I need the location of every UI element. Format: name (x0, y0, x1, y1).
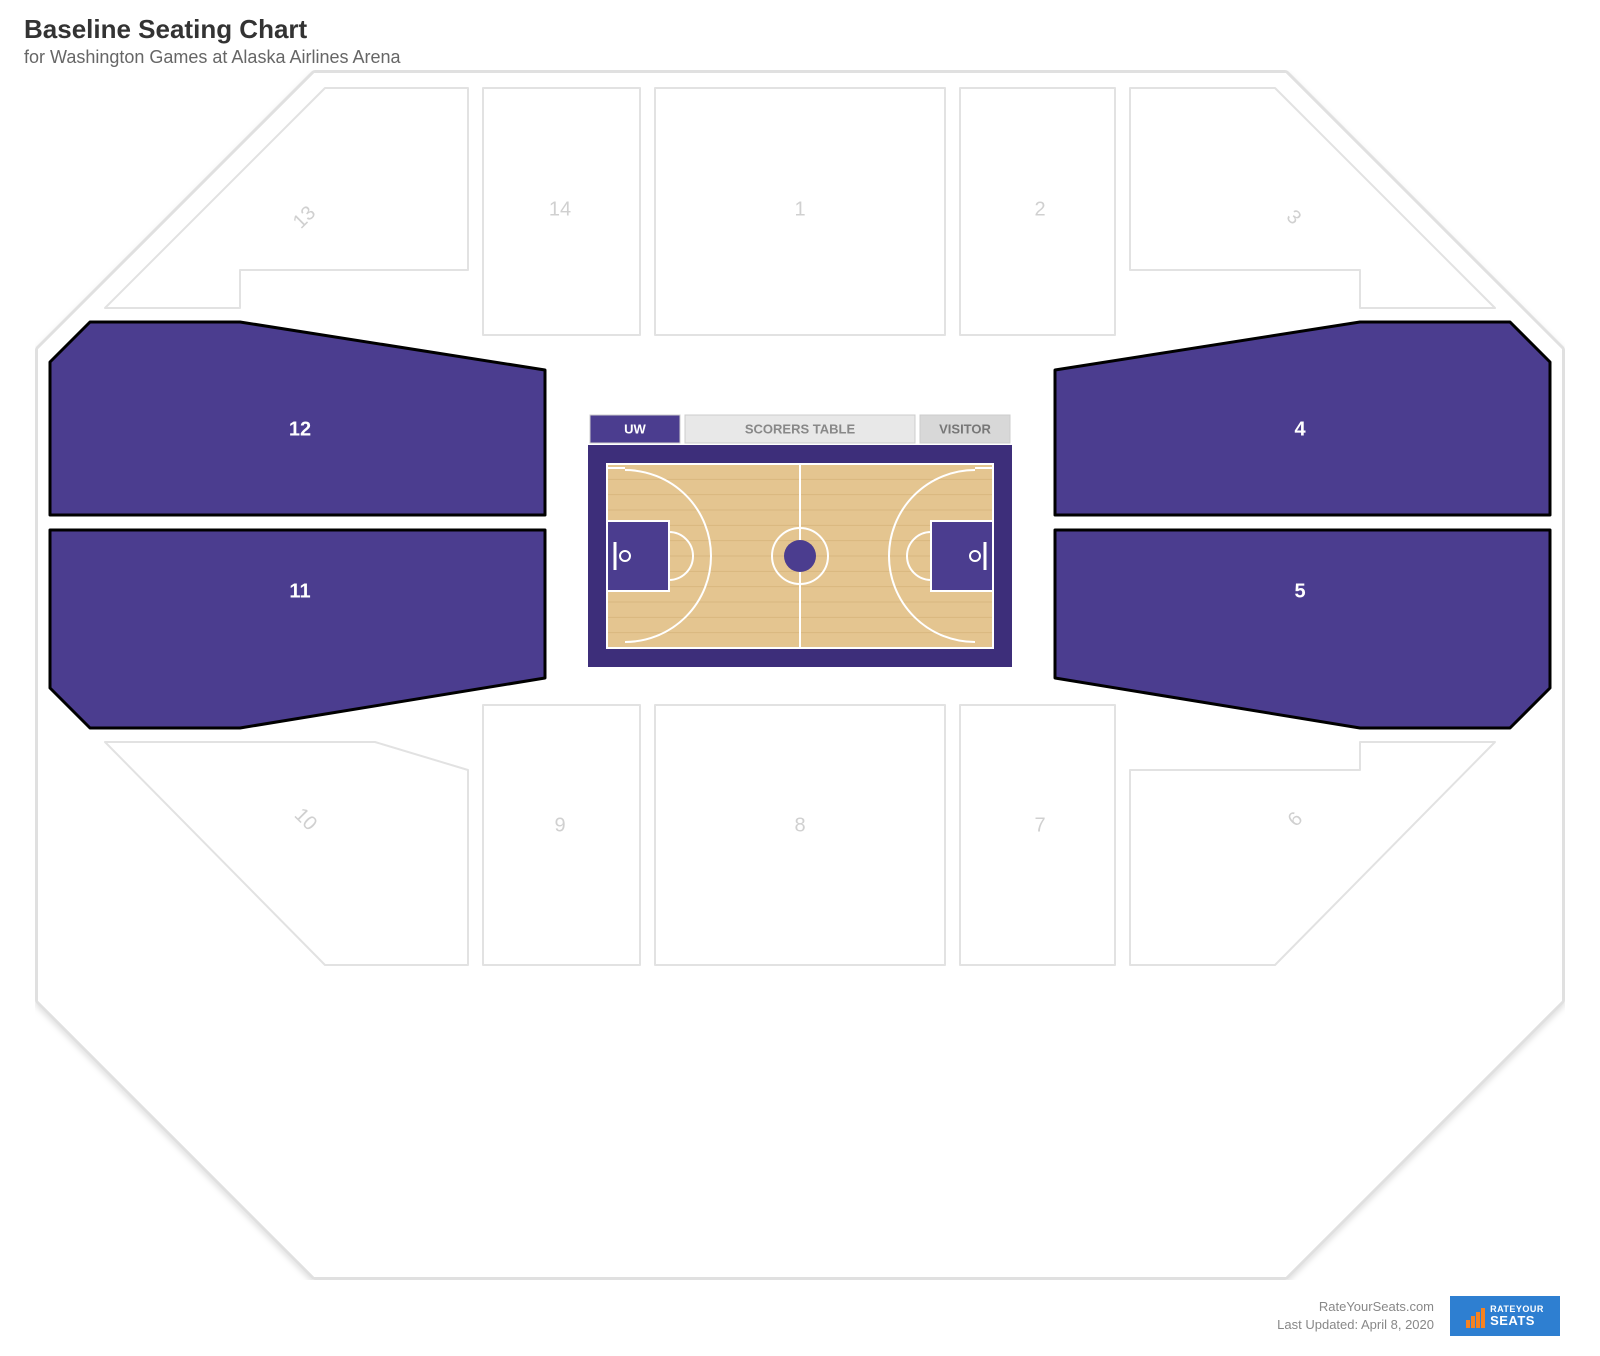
section-label-12: 12 (289, 418, 311, 440)
section-label-4: 4 (1294, 418, 1306, 440)
footer-logo-bottom: SEATS (1490, 1314, 1544, 1327)
section-label-5: 5 (1294, 580, 1305, 602)
section-label-9: 9 (554, 814, 565, 836)
footer: RateYourSeats.com Last Updated: April 8,… (1277, 1296, 1560, 1336)
section-label-14: 14 (549, 198, 571, 220)
section-label-7: 7 (1034, 814, 1045, 836)
section-label-2: 2 (1034, 198, 1045, 220)
page-subtitle: for Washington Games at Alaska Airlines … (24, 47, 401, 68)
footer-logo: RATEYOUR SEATS (1450, 1296, 1560, 1336)
bench-label-scorers: SCORERS TABLE (745, 421, 856, 436)
seats-icon (1466, 1304, 1486, 1328)
bench-label-uw: UW (624, 421, 646, 436)
section-label-11: 11 (289, 580, 310, 602)
section-label-1: 1 (794, 198, 805, 220)
page-title: Baseline Seating Chart (24, 14, 401, 45)
seating-chart: 1234567891011121314UWSCORERS TABLEVISITO… (35, 70, 1565, 1280)
seating-chart-svg: 1234567891011121314UWSCORERS TABLEVISITO… (35, 70, 1565, 1280)
footer-site: RateYourSeats.com (1277, 1298, 1434, 1316)
footer-meta: RateYourSeats.com Last Updated: April 8,… (1277, 1298, 1434, 1334)
footer-logo-text: RATEYOUR SEATS (1490, 1305, 1544, 1327)
section-label-8: 8 (794, 814, 805, 836)
footer-updated: Last Updated: April 8, 2020 (1277, 1316, 1434, 1334)
header: Baseline Seating Chart for Washington Ga… (24, 14, 401, 68)
bench-label-visitor: VISITOR (939, 421, 991, 436)
